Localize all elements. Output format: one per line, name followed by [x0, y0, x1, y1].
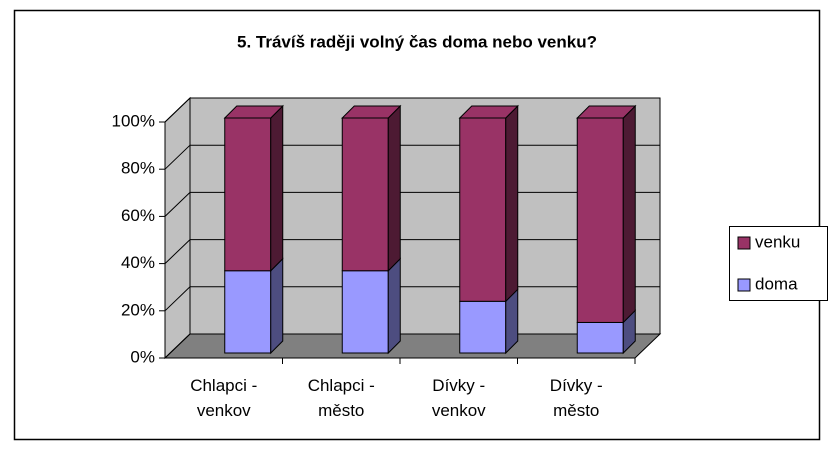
- bar-top: [223, 105, 284, 119]
- side-wall: [164, 96, 191, 360]
- bar-top: [458, 105, 519, 119]
- bar-front: [224, 117, 272, 272]
- bar-side: [270, 104, 284, 272]
- bar-side: [622, 104, 636, 324]
- x-tick-label: Dívky - město: [549, 376, 603, 420]
- bar-top: [341, 105, 402, 119]
- bar-front: [576, 321, 624, 354]
- bar: [341, 104, 402, 272]
- bar-front: [576, 117, 624, 323]
- bar-side: [270, 257, 284, 355]
- bar-front: [341, 270, 389, 354]
- legend-label: doma: [755, 274, 798, 293]
- bar-side: [387, 257, 401, 355]
- bar-front: [341, 117, 389, 272]
- bar-side: [387, 104, 401, 272]
- bar: [576, 104, 637, 324]
- y-tick-label: 40%: [121, 253, 155, 272]
- chart-title: 5. Trávíš raději volný čas doma nebo ven…: [237, 32, 597, 51]
- legend-swatch: [737, 236, 751, 250]
- bar: [224, 257, 284, 355]
- y-tick-label: 80%: [121, 159, 155, 178]
- bar: [223, 104, 284, 272]
- bar-side: [505, 104, 519, 303]
- grid-line: [164, 97, 660, 123]
- bar: [458, 104, 519, 303]
- y-tick-label: 100%: [112, 111, 155, 130]
- x-tick-label: Chlapci - venkov: [190, 376, 258, 420]
- bar-front: [224, 270, 272, 354]
- bar: [459, 288, 519, 355]
- bar-top: [576, 105, 637, 119]
- bar-front: [459, 117, 507, 302]
- y-tick-label: 20%: [121, 300, 155, 319]
- x-tick-label: Chlapci - město: [307, 376, 375, 420]
- bar-front: [459, 300, 507, 354]
- bar: [341, 257, 401, 355]
- legend-label: venku: [755, 232, 800, 251]
- y-tick-label: 0%: [130, 347, 155, 366]
- x-tick-label: Dívky - venkov: [431, 376, 486, 420]
- y-tick-label: 60%: [121, 206, 155, 225]
- legend-swatch: [737, 278, 751, 292]
